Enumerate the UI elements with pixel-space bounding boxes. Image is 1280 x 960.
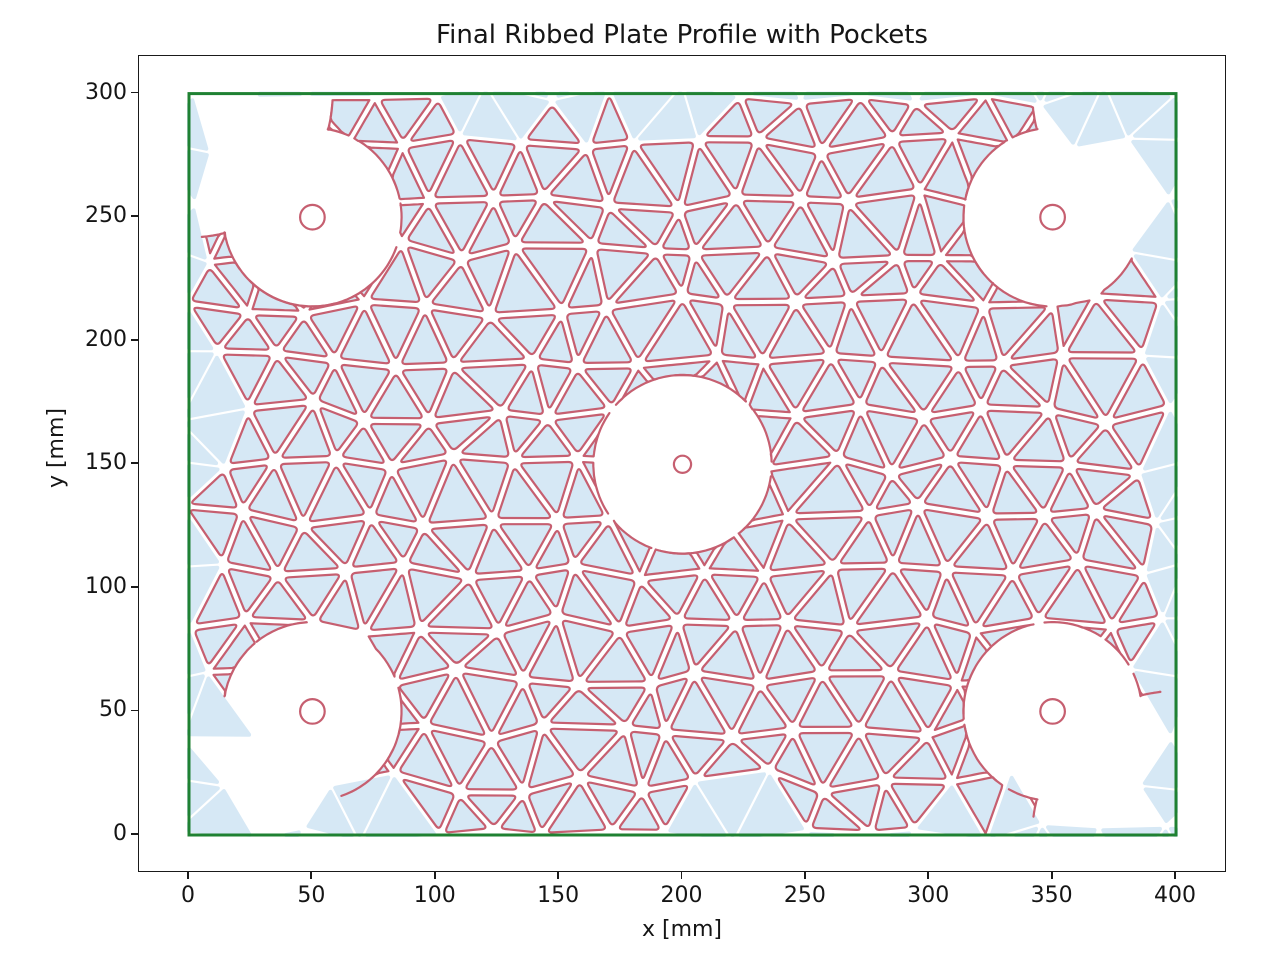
y-tick-label: 300	[85, 79, 127, 105]
x-tick-mark	[187, 872, 189, 879]
x-tick-mark	[927, 872, 930, 879]
plate-outline	[187, 92, 1178, 837]
figure-title: Final Ribbed Plate Profile with Pockets	[436, 20, 928, 50]
x-tick-mark	[433, 872, 436, 879]
x-tick-mark	[680, 872, 683, 879]
rib-pockets	[189, 97, 1165, 835]
x-tick-label: 350	[1030, 883, 1073, 908]
x-tick-label: 200	[660, 883, 703, 908]
x-tick-label: 0	[181, 883, 195, 908]
y-tick-label: 100	[85, 573, 127, 599]
x-tick-label: 300	[907, 883, 950, 908]
bolt-hole	[298, 698, 326, 725]
y-tick-mark	[131, 709, 138, 712]
y-tick-mark	[131, 585, 138, 588]
x-axis-label: x [mm]	[641, 917, 723, 942]
x-tick-label: 100	[413, 883, 456, 908]
y-tick-label: 200	[85, 326, 127, 352]
x-tick-mark	[557, 872, 560, 879]
x-tick-mark	[1174, 872, 1176, 879]
x-tick-mark	[803, 872, 806, 879]
x-tick-label: 50	[297, 883, 326, 908]
x-tick-mark	[1050, 872, 1053, 879]
bolt-hole	[672, 454, 693, 474]
plot-area	[138, 55, 1226, 872]
x-tick-mark	[310, 872, 313, 879]
bolt-hole	[1039, 698, 1066, 725]
y-tick-mark	[131, 91, 138, 94]
bolt-hole	[298, 203, 326, 231]
y-tick-label: 0	[113, 821, 127, 846]
plot-canvas	[187, 91, 1178, 837]
y-tick-label: 150	[85, 450, 127, 476]
bolt-hole	[1039, 203, 1066, 231]
x-tick-label: 150	[537, 883, 580, 908]
y-tick-label: 50	[99, 697, 127, 723]
y-tick-mark	[131, 215, 138, 218]
y-tick-label: 250	[85, 203, 127, 229]
y-tick-mark	[131, 833, 138, 835]
x-tick-label: 400	[1154, 883, 1196, 908]
y-tick-mark	[131, 462, 138, 465]
y-tick-mark	[131, 338, 138, 341]
x-tick-label: 250	[783, 883, 826, 908]
y-axis-label: y [mm]	[44, 408, 69, 489]
